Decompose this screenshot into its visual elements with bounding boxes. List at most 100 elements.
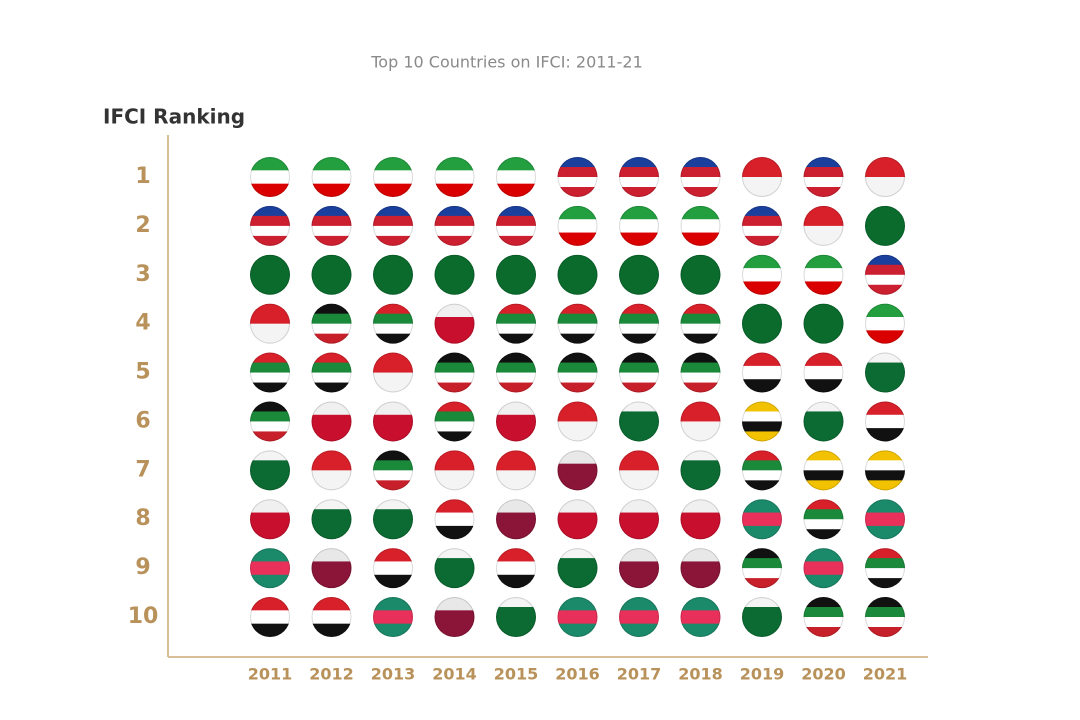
flag-marker bbox=[680, 499, 721, 540]
flag-marker bbox=[619, 548, 659, 589]
flag-stripe bbox=[619, 512, 659, 527]
flag-marker bbox=[250, 597, 290, 637]
flag-stripe bbox=[434, 330, 475, 344]
flag-stripe bbox=[496, 313, 536, 325]
flag-marker bbox=[680, 303, 721, 344]
flag-stripe bbox=[742, 268, 782, 282]
flag-stripe bbox=[803, 352, 844, 367]
flag-stripe bbox=[373, 480, 413, 491]
flag-stripe bbox=[434, 421, 475, 432]
flag-stripe bbox=[250, 597, 290, 611]
flag-stripe bbox=[680, 323, 721, 335]
flag-stripe bbox=[373, 548, 413, 562]
flag-stripe bbox=[496, 254, 536, 276]
flag-stripe bbox=[311, 333, 352, 344]
flag-stripe bbox=[434, 303, 475, 318]
flag-stripe bbox=[742, 607, 782, 618]
flag-stripe bbox=[680, 548, 721, 562]
flag-marker bbox=[434, 450, 475, 491]
flag-stripe bbox=[680, 372, 721, 384]
flag-marker bbox=[680, 401, 721, 442]
flag-stripe bbox=[557, 499, 598, 514]
flag-stripe bbox=[865, 274, 905, 286]
flag-stripe bbox=[434, 274, 475, 295]
flag-stripe bbox=[742, 617, 782, 628]
flag-stripe bbox=[434, 225, 475, 237]
flag-stripe bbox=[557, 382, 598, 393]
flag-stripe bbox=[619, 177, 659, 188]
flag-stripe bbox=[742, 411, 782, 422]
flag-stripe bbox=[619, 401, 659, 412]
flag-stripe bbox=[680, 421, 721, 442]
flag-stripe bbox=[619, 499, 659, 514]
flag-stripe bbox=[557, 254, 598, 276]
flag-stripe bbox=[496, 352, 536, 364]
flag-stripe bbox=[557, 558, 598, 569]
flag-stripe bbox=[496, 450, 536, 471]
flag-stripe bbox=[311, 205, 352, 217]
flag-marker bbox=[434, 303, 475, 344]
flag-stripe bbox=[496, 525, 536, 540]
flag-stripe bbox=[557, 232, 598, 246]
flag-stripe bbox=[865, 225, 905, 246]
flag-stripe bbox=[619, 372, 659, 384]
flag-stripe bbox=[434, 183, 475, 197]
flag-marker bbox=[742, 254, 782, 295]
flag-marker bbox=[311, 352, 352, 393]
y-axis-label: IFCI Ranking bbox=[103, 105, 245, 129]
flag-marker bbox=[619, 401, 659, 442]
flag-stripe bbox=[680, 254, 721, 276]
flag-marker bbox=[619, 450, 659, 491]
flag-marker bbox=[619, 352, 659, 393]
flag-stripe bbox=[250, 157, 290, 171]
flag-stripe bbox=[373, 313, 413, 325]
flag-stripe bbox=[496, 303, 536, 315]
flag-stripe bbox=[557, 525, 598, 540]
flag-stripe bbox=[496, 574, 536, 589]
flag-stripe bbox=[742, 323, 782, 344]
flag-stripe bbox=[619, 219, 659, 234]
flag-stripe bbox=[434, 401, 475, 412]
flag-stripe bbox=[311, 362, 352, 374]
flag-stripe bbox=[742, 352, 782, 367]
flag-marker bbox=[434, 499, 475, 540]
flag-stripe bbox=[742, 578, 782, 589]
flag-stripe bbox=[803, 187, 844, 197]
flag-stripe bbox=[803, 574, 844, 589]
flag-marker bbox=[865, 548, 905, 589]
flag-stripe bbox=[250, 362, 290, 374]
flag-marker bbox=[803, 548, 844, 589]
flag-stripe bbox=[434, 525, 475, 540]
y-tick-label: 5 bbox=[135, 360, 150, 385]
flag-marker bbox=[311, 303, 352, 344]
flag-marker bbox=[311, 450, 352, 491]
x-tick-label: 2014 bbox=[432, 665, 477, 684]
flag-marker bbox=[373, 352, 413, 393]
flag-stripe bbox=[865, 607, 905, 618]
flag-marker bbox=[311, 254, 352, 295]
flag-stripe bbox=[250, 225, 290, 237]
y-tick-label: 3 bbox=[135, 262, 150, 287]
flag-marker bbox=[803, 205, 844, 246]
flag-stripe bbox=[865, 480, 905, 491]
flag-stripe bbox=[680, 187, 721, 197]
flag-stripe bbox=[803, 268, 844, 282]
flag-stripe bbox=[496, 428, 536, 442]
flag-stripe bbox=[619, 450, 659, 471]
flag-stripe bbox=[557, 313, 598, 325]
flag-marker bbox=[250, 499, 290, 540]
flag-stripe bbox=[250, 610, 290, 625]
flag-stripe bbox=[373, 529, 413, 540]
flag-stripe bbox=[680, 382, 721, 393]
flag-marker bbox=[742, 597, 782, 637]
flag-stripe bbox=[865, 330, 905, 344]
flag-stripe bbox=[434, 411, 475, 422]
flag-stripe bbox=[496, 512, 536, 527]
flag-stripe bbox=[865, 362, 905, 374]
flag-marker bbox=[557, 352, 598, 393]
flag-stripe bbox=[742, 401, 782, 412]
flag-stripe bbox=[865, 558, 905, 569]
flag-stripe bbox=[434, 568, 475, 579]
flag-stripe bbox=[250, 183, 290, 197]
flag-stripe bbox=[311, 313, 352, 325]
